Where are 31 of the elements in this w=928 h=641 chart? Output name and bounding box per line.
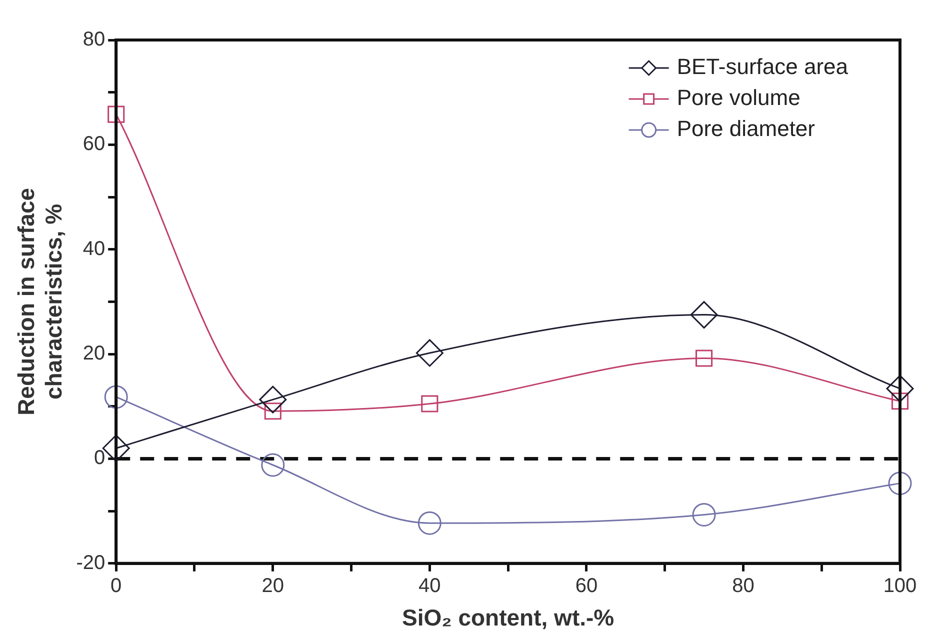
point: [888, 472, 912, 496]
y-tick-label: 40: [82, 238, 106, 260]
y-tick-label: -20: [76, 552, 106, 574]
point: [108, 106, 125, 123]
y-axis-title: Reduction in surface characteristics, %: [13, 188, 67, 416]
point: [696, 350, 713, 367]
point: [421, 395, 438, 412]
x-axis-title: SiO₂ content, wt.-%: [402, 604, 614, 631]
point: [418, 511, 442, 535]
x-tick-label: 80: [732, 574, 754, 597]
legend-label: Pore volume: [676, 85, 800, 110]
point: [690, 301, 718, 329]
legend-label: Pore diameter: [676, 116, 815, 142]
point: [416, 339, 444, 367]
x-tick-label: 40: [418, 574, 441, 597]
point: [104, 385, 128, 409]
y-tick-label: 0: [94, 447, 106, 470]
point: [259, 386, 287, 414]
legend-label: BET-surface area: [676, 54, 849, 80]
x-tick-label: 0: [110, 574, 122, 597]
point: [886, 374, 914, 402]
point: [261, 453, 285, 477]
x-tick-label: 20: [262, 574, 284, 597]
y-tick-label: 20: [82, 342, 106, 365]
y-tick-label: 80: [82, 28, 106, 51]
x-tick-label: 60: [575, 574, 598, 597]
y-tick-label: 60: [82, 133, 106, 156]
x-tick-label: 100: [883, 574, 917, 597]
point: [692, 502, 716, 526]
point: [891, 392, 909, 410]
point: [264, 402, 282, 420]
